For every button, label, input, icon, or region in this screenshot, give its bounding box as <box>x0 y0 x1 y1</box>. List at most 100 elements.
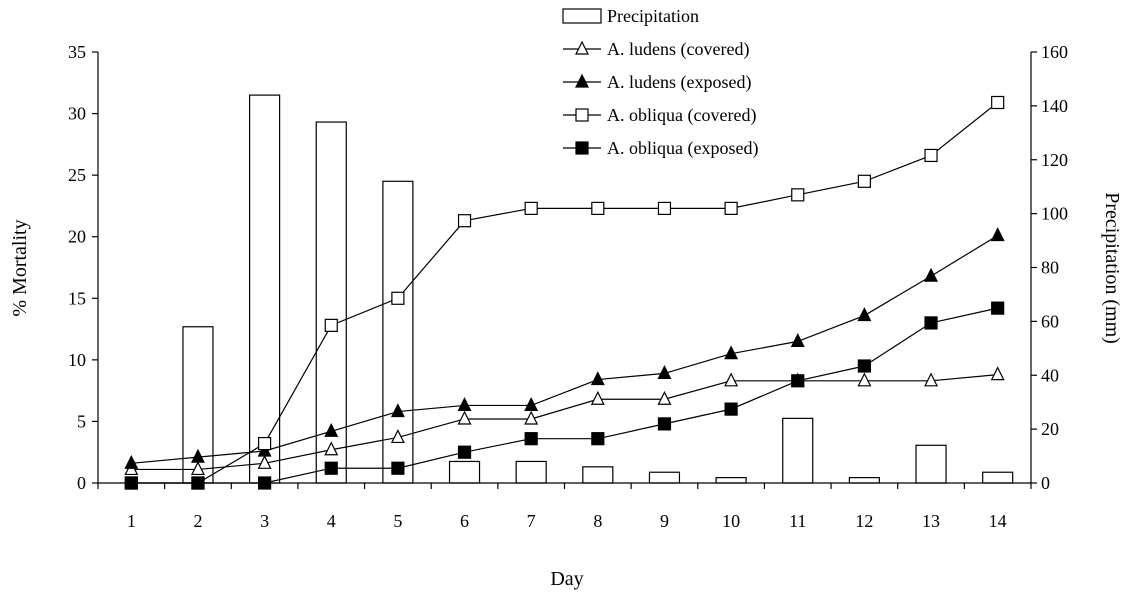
legend-marker <box>575 141 589 155</box>
y2-tick-label: 160 <box>1041 42 1068 62</box>
y2-axis-title: Precipitation (mm) <box>1101 192 1123 344</box>
data-point <box>657 201 672 215</box>
y-tick-label: 10 <box>68 350 86 370</box>
data-point <box>457 214 472 228</box>
data-point <box>790 333 805 347</box>
data-point <box>991 95 1005 110</box>
data-point <box>124 454 139 469</box>
data-point <box>591 432 605 446</box>
y-tick-label: 25 <box>68 165 86 185</box>
precipitation-bar <box>982 471 1014 484</box>
data-point <box>724 372 739 387</box>
data-point <box>590 390 605 405</box>
data-point <box>257 454 272 469</box>
data-point <box>191 476 205 490</box>
legend-label: A. obliqua (covered) <box>607 105 756 126</box>
x-tick-label: 3 <box>260 511 269 531</box>
legend-marker <box>575 40 589 55</box>
legend-label: A. ludens (exposed) <box>607 72 751 93</box>
data-point <box>657 365 672 380</box>
y2-tick-label: 100 <box>1041 204 1068 224</box>
y-tick-label: 0 <box>77 473 86 493</box>
data-point <box>457 410 472 425</box>
data-point <box>324 441 339 456</box>
data-point <box>791 188 805 202</box>
data-point <box>324 461 338 475</box>
data-point <box>391 461 405 475</box>
precipitation-bar <box>448 460 481 484</box>
precipitation-bar <box>915 444 947 484</box>
precipitation-bar <box>249 94 281 484</box>
data-point <box>591 201 605 215</box>
series-line <box>131 307 998 484</box>
data-point <box>524 410 539 425</box>
legend-swatch-bar <box>562 8 602 24</box>
data-point <box>390 403 405 418</box>
y2-tick-label: 140 <box>1041 96 1068 116</box>
precipitation-bar <box>782 417 814 484</box>
data-point <box>791 374 805 388</box>
x-tick-label: 13 <box>922 511 940 531</box>
data-point <box>258 436 272 451</box>
y-tick-label: 30 <box>68 104 86 124</box>
y2-tick-label: 80 <box>1041 258 1059 278</box>
legend-marker <box>575 73 589 88</box>
series-line <box>131 374 998 471</box>
x-tick-label: 6 <box>460 511 469 531</box>
data-point <box>190 461 205 476</box>
data-point <box>924 372 939 387</box>
x-tick-label: 7 <box>527 511 536 531</box>
precipitation-bar <box>582 466 614 484</box>
data-point <box>857 372 872 387</box>
data-point <box>258 476 272 490</box>
data-point <box>724 402 738 416</box>
series-lines <box>124 95 1005 490</box>
x-axis-title: Day <box>550 568 583 590</box>
data-point <box>857 174 871 188</box>
y2-tick-label: 40 <box>1041 365 1059 385</box>
y2-tick-label: 0 <box>1041 473 1050 493</box>
x-tick-label: 10 <box>722 511 740 531</box>
legend-label: Precipitation <box>607 6 699 26</box>
data-point <box>124 476 138 490</box>
y2-tick-label: 120 <box>1041 150 1068 170</box>
data-point <box>924 267 939 282</box>
data-point <box>857 307 872 322</box>
data-point <box>991 301 1005 315</box>
y-tick-label: 5 <box>77 411 86 431</box>
precipitation-bars <box>182 94 1014 484</box>
x-tick-label: 2 <box>193 511 202 531</box>
precipitation-bar <box>315 121 347 484</box>
x-tick-label: 1 <box>127 511 136 531</box>
data-point <box>390 429 405 444</box>
data-point <box>457 397 472 412</box>
x-tick-label: 11 <box>789 511 806 531</box>
legend-label: A. obliqua (exposed) <box>607 138 758 159</box>
data-point <box>524 201 538 215</box>
data-point <box>857 359 871 373</box>
x-tick-label: 4 <box>327 511 336 531</box>
data-point <box>324 318 338 332</box>
precipitation-bar <box>715 477 747 484</box>
legend: Precipitation A. ludens (covered) A. luden… <box>562 6 758 159</box>
data-point <box>990 366 1005 381</box>
data-point <box>724 201 738 215</box>
y2-tick-label: 20 <box>1041 419 1059 439</box>
y-tick-label: 20 <box>68 227 86 247</box>
legend-marker <box>575 108 589 122</box>
data-point <box>924 148 938 163</box>
data-point <box>657 390 672 405</box>
data-point <box>924 316 938 330</box>
data-point <box>524 397 539 412</box>
data-point <box>391 291 405 305</box>
data-point <box>524 432 538 446</box>
precipitation-bar <box>515 460 547 484</box>
data-point <box>324 422 339 437</box>
x-tick-label: 12 <box>855 511 873 531</box>
x-tick-label: 9 <box>660 511 669 531</box>
x-tick-label: 14 <box>989 511 1007 531</box>
y-axis-title: % Mortality <box>9 219 31 316</box>
series-line <box>131 234 998 464</box>
